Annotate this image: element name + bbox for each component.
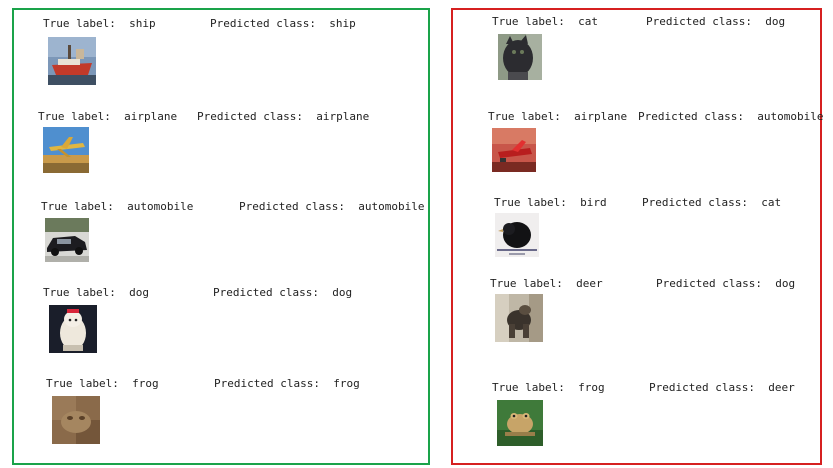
predicted-class: Predicted class: automobile bbox=[638, 110, 824, 123]
bird-thumbnail bbox=[495, 213, 539, 257]
predicted-class: Predicted class: cat bbox=[642, 196, 782, 209]
predicted-class: Predicted class: deer bbox=[649, 381, 795, 394]
true-label: True label: bird bbox=[494, 196, 607, 209]
predicted-class: Predicted class: dog bbox=[646, 15, 786, 28]
true-label: True label: cat bbox=[492, 15, 598, 28]
true-label: True label: frog bbox=[492, 381, 605, 394]
dog-thumbnail bbox=[49, 305, 97, 353]
cat-thumbnail bbox=[498, 34, 542, 80]
true-label: True label: airplane bbox=[38, 110, 178, 123]
predicted-class: Predicted class: frog bbox=[214, 377, 360, 390]
predicted-class: Predicted class: dog bbox=[656, 277, 796, 290]
predicted-class: Predicted class: dog bbox=[213, 286, 353, 299]
automobile-thumbnail bbox=[45, 218, 89, 262]
predicted-class: Predicted class: airplane bbox=[197, 110, 370, 123]
true-label: True label: deer bbox=[490, 277, 603, 290]
deer-thumbnail bbox=[495, 294, 543, 342]
frog-thumbnail bbox=[52, 396, 100, 444]
airplane-thumbnail bbox=[43, 127, 89, 173]
true-label: True label: airplane bbox=[488, 110, 628, 123]
predicted-class: Predicted class: automobile bbox=[239, 200, 425, 213]
airplane-thumbnail bbox=[492, 128, 536, 172]
frog-thumbnail bbox=[497, 400, 543, 446]
true-label: True label: automobile bbox=[41, 200, 194, 213]
predicted-class: Predicted class: ship bbox=[210, 17, 356, 30]
true-label: True label: dog bbox=[43, 286, 149, 299]
true-label: True label: ship bbox=[43, 17, 156, 30]
ship-thumbnail bbox=[48, 37, 96, 85]
true-label: True label: frog bbox=[46, 377, 159, 390]
